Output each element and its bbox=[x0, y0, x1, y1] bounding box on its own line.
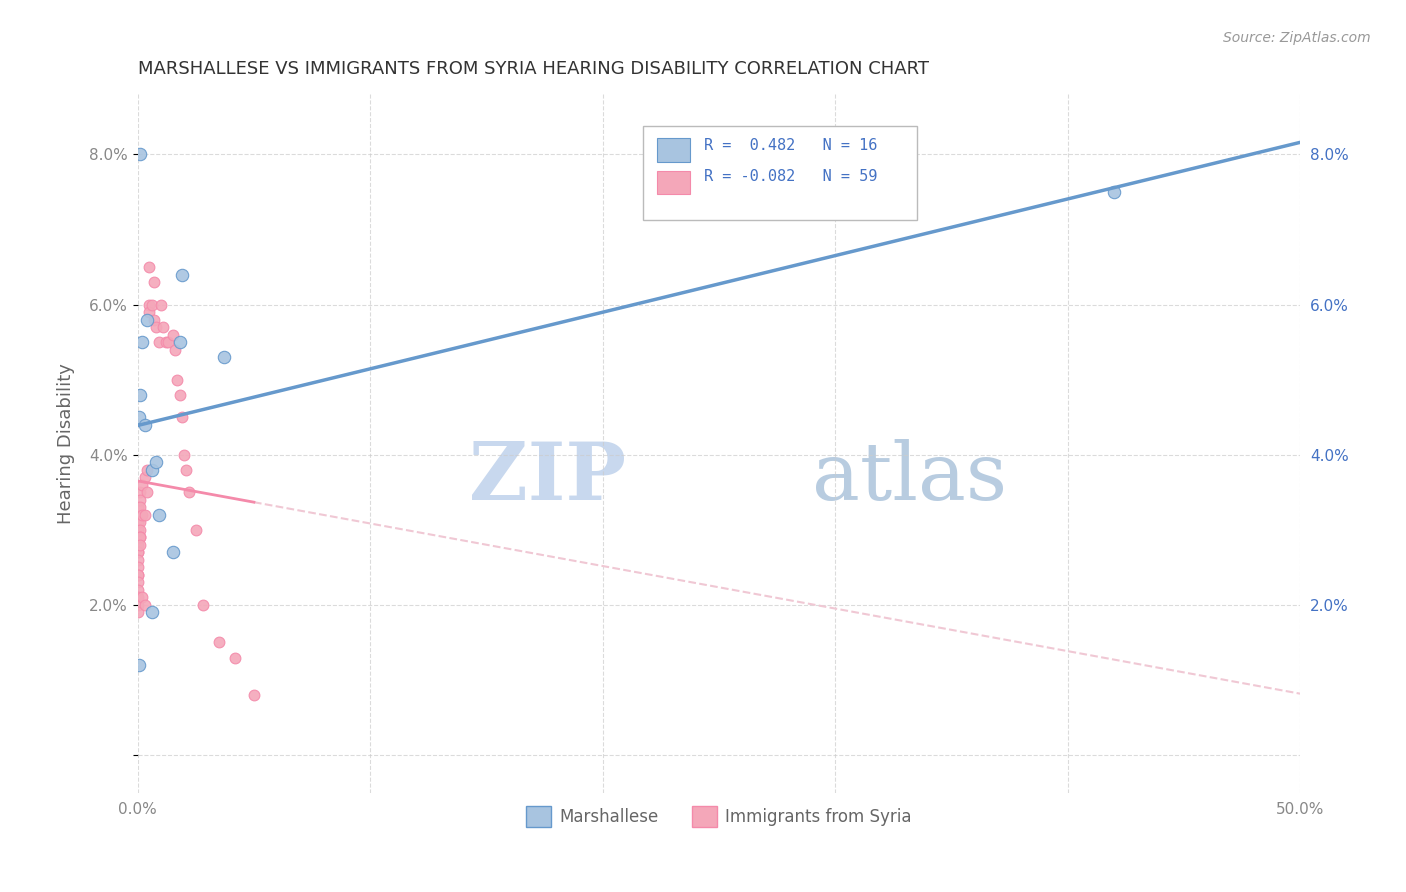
Point bbox=[148, 508, 170, 522]
Point bbox=[127, 523, 149, 537]
Point bbox=[1102, 185, 1125, 199]
Point bbox=[127, 530, 149, 544]
Point bbox=[142, 275, 165, 289]
Text: R =  0.482   N = 16: R = 0.482 N = 16 bbox=[704, 138, 877, 153]
Point bbox=[152, 320, 174, 334]
Point bbox=[138, 298, 160, 312]
Point bbox=[131, 478, 153, 492]
Point bbox=[145, 320, 167, 334]
Point bbox=[156, 335, 179, 350]
Point bbox=[127, 568, 149, 582]
Point bbox=[127, 553, 149, 567]
Point bbox=[134, 417, 156, 432]
Point bbox=[136, 485, 159, 500]
Point bbox=[127, 500, 149, 515]
Point bbox=[141, 606, 163, 620]
Point bbox=[127, 568, 149, 582]
Point bbox=[134, 470, 156, 484]
Point bbox=[141, 298, 163, 312]
Point bbox=[131, 335, 153, 350]
Point bbox=[170, 410, 193, 425]
Legend: Marshallese, Immigrants from Syria: Marshallese, Immigrants from Syria bbox=[519, 799, 918, 833]
Point bbox=[127, 545, 149, 559]
Point bbox=[142, 312, 165, 326]
Text: ZIP: ZIP bbox=[470, 440, 626, 517]
Point bbox=[243, 688, 266, 702]
Point bbox=[173, 448, 195, 462]
Point bbox=[224, 650, 246, 665]
Point bbox=[129, 538, 152, 552]
Point bbox=[129, 530, 152, 544]
Point bbox=[129, 516, 152, 530]
Point bbox=[148, 335, 170, 350]
Point bbox=[127, 598, 149, 612]
Point bbox=[184, 523, 207, 537]
FancyBboxPatch shape bbox=[644, 126, 917, 220]
Point bbox=[149, 298, 172, 312]
Point bbox=[129, 147, 152, 161]
Point bbox=[127, 606, 149, 620]
Point bbox=[127, 545, 149, 559]
Point bbox=[129, 485, 152, 500]
Point bbox=[128, 658, 150, 673]
Point bbox=[136, 463, 159, 477]
Point bbox=[134, 598, 156, 612]
Point bbox=[129, 388, 152, 402]
Point bbox=[127, 500, 149, 515]
Point bbox=[127, 575, 149, 590]
Point bbox=[208, 635, 231, 649]
Point bbox=[141, 463, 163, 477]
Point bbox=[127, 582, 149, 597]
Text: R = -0.082   N = 59: R = -0.082 N = 59 bbox=[704, 169, 877, 184]
Point bbox=[177, 485, 200, 500]
Point bbox=[127, 516, 149, 530]
Text: MARSHALLESE VS IMMIGRANTS FROM SYRIA HEARING DISABILITY CORRELATION CHART: MARSHALLESE VS IMMIGRANTS FROM SYRIA HEA… bbox=[138, 60, 929, 78]
Point bbox=[136, 312, 159, 326]
Point bbox=[166, 373, 188, 387]
Bar bbox=[658, 170, 690, 194]
Point bbox=[169, 335, 191, 350]
Point bbox=[138, 305, 160, 319]
Point bbox=[131, 591, 153, 605]
Point bbox=[145, 455, 167, 469]
Point bbox=[138, 260, 160, 274]
Bar bbox=[658, 138, 690, 162]
Text: Source: ZipAtlas.com: Source: ZipAtlas.com bbox=[1223, 31, 1371, 45]
Point bbox=[127, 591, 149, 605]
Point bbox=[127, 538, 149, 552]
Text: atlas: atlas bbox=[811, 440, 1007, 517]
Point bbox=[191, 598, 214, 612]
Point bbox=[155, 335, 177, 350]
Point bbox=[169, 388, 191, 402]
Point bbox=[127, 560, 149, 574]
Point bbox=[129, 523, 152, 537]
Point bbox=[127, 516, 149, 530]
Point bbox=[134, 508, 156, 522]
Y-axis label: Hearing Disability: Hearing Disability bbox=[58, 363, 75, 524]
Point bbox=[129, 500, 152, 515]
Point bbox=[176, 463, 198, 477]
Point bbox=[129, 530, 152, 544]
Point bbox=[170, 268, 193, 282]
Point bbox=[162, 327, 184, 342]
Point bbox=[212, 350, 235, 364]
Point bbox=[162, 545, 184, 559]
Point bbox=[163, 343, 186, 357]
Point bbox=[131, 508, 153, 522]
Point bbox=[129, 492, 152, 507]
Point bbox=[128, 410, 150, 425]
